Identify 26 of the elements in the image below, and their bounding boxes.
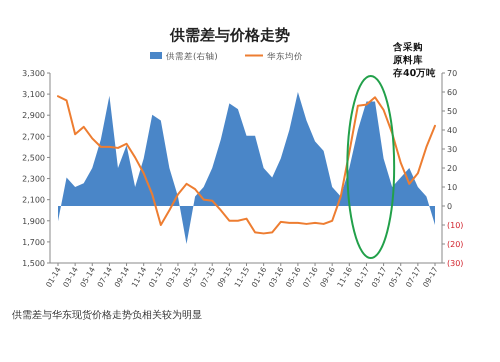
y-tick-label: 2,900	[22, 111, 45, 120]
y-tick-label: 3,100	[22, 90, 45, 100]
y2-tick-label: 0	[447, 202, 452, 211]
y2-tick-label: 50	[447, 107, 458, 116]
text: 供需差与华东现货价格走势负相关较为明显	[12, 309, 202, 321]
legend-label: 供需差(右轴)	[166, 51, 218, 62]
y2-tick-label: (10)	[447, 221, 464, 230]
y2-tick-label: (20)	[447, 240, 464, 249]
legend-label: 华东均价	[267, 51, 303, 62]
y-tick-label: 1,900	[22, 216, 45, 226]
y2-tick-label: 30	[447, 145, 458, 154]
y-tick-label: 2,500	[22, 153, 45, 162]
y-tick-label: 1,700	[22, 238, 45, 247]
y-tick-label: 1,500	[22, 259, 45, 268]
y2-tick-label: (30)	[447, 259, 464, 268]
y2-tick-label: 40	[447, 126, 458, 135]
y-tick-label: 2,700	[22, 132, 45, 142]
chart-title: 供需差与价格走势	[169, 26, 290, 44]
y2-tick-label: 20	[447, 164, 458, 173]
y-tick-label: 2,300	[22, 174, 45, 184]
y2-tick-label: 10	[447, 183, 458, 192]
y2-tick-label: 60	[447, 88, 458, 97]
y2-tick-label: 70	[447, 69, 458, 78]
annotation: 含采购原料库存40万吨	[392, 41, 436, 79]
y-tick-label: 3,300	[22, 69, 45, 78]
y-tick-label: 2,100	[22, 196, 45, 205]
